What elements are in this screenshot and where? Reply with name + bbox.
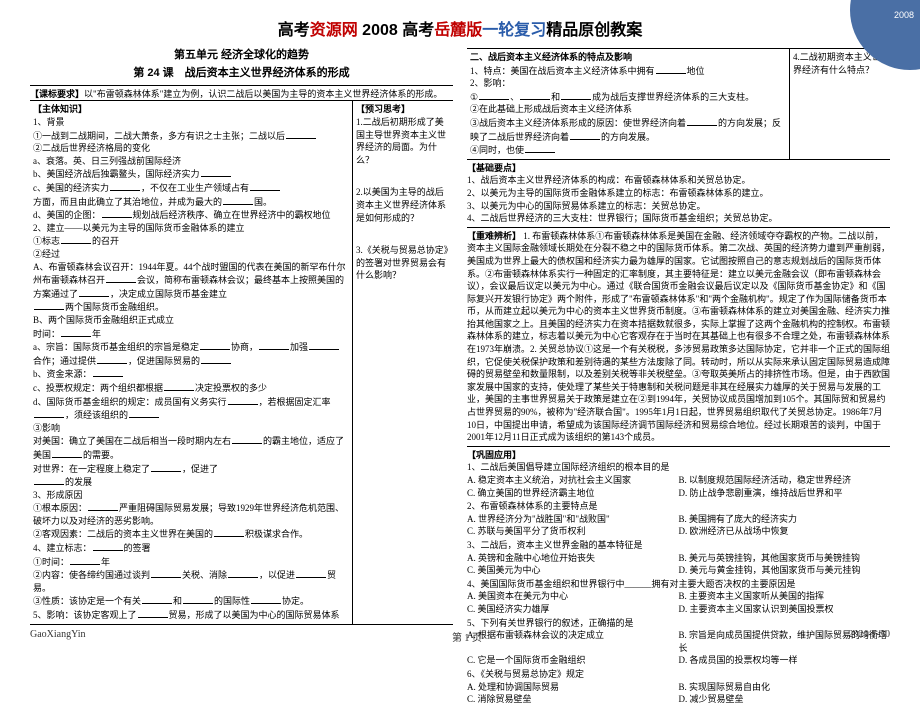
option: D. 主要资本主义国家认识到美国投票权 — [679, 603, 891, 616]
kebiao-text: 以"布雷顿森林体系"建立为例，认识二战后以美国为主导的资本主义世界经济体系的形成… — [84, 89, 442, 99]
option: A. 世界经济分为"战胜国"和"战败国" — [467, 513, 679, 526]
list-item: 2.以美国为主导的战后资本主义世界经济体系是如何形成的？ — [356, 186, 450, 224]
list-item: a、衰落。英、日三列强战前国际经济 — [33, 155, 349, 168]
list-item: b、资金来源： — [33, 367, 349, 381]
gonggu-label: 【巩固应用】 — [467, 450, 521, 460]
list-item: ③性质：该协定是一个有关和的国际性协定。 — [33, 594, 349, 608]
list-item: 1.二战后初期形成了美国主导世界资本主义世界经济的局面。为什么？ — [356, 116, 450, 166]
lesson-title: 第 24 课 战后资本主义世界经济体系的形成 — [30, 66, 453, 82]
option: B. 主要资本主义国家听从美国的指挥 — [679, 590, 891, 603]
option: D. 防止战争悲剧重演，维持战后世界和平 — [679, 487, 891, 500]
option: B. 以制度规范国际经济活动，稳定世界经济 — [679, 474, 891, 487]
option: D. 美元与黄金挂钩，其他国家货币与美元挂钩 — [679, 564, 891, 577]
option: D. 欧洲经济已从战场中恢复 — [679, 525, 891, 538]
list-item: 4、建立标志：的签署 — [33, 541, 349, 555]
option: B. 美国拥有了庞大的经济实力 — [679, 513, 891, 526]
left-page: 第五单元 经济全球化的趋势 第 24 课 战后资本主义世界经济体系的形成 【课标… — [30, 48, 453, 709]
s2-title: 二、战后资本主义经济体系的特点及影响 — [470, 51, 786, 64]
list-item: 方面，而且由此确立了其治地位，并成为最大的国。 — [33, 195, 349, 209]
option: A. 英镑和金融中心地位开始丧失 — [467, 552, 679, 565]
footer-center: 第 1 页 — [452, 629, 482, 644]
footer-right: 2024-7-30 — [848, 629, 890, 644]
option: A. 美国资本在美元为中心 — [467, 590, 679, 603]
list-item: ①、和成为战后支撑世界经济体系的三大支柱。 — [470, 90, 786, 104]
question: 4、美国国际货币基金组织和世界银行中______拥有对主要大题否决权的主要原因是… — [467, 578, 890, 616]
list-item: ④同时，也使 — [470, 143, 786, 157]
option: D. 减少贸易壁垒 — [679, 693, 891, 706]
list-item: a、宗旨：国际货币基金组织的宗旨是稳定协商，加强合作；通过提供，促进国际贸易的 — [33, 340, 349, 367]
jichu-label: 【基础要点】 — [467, 163, 521, 173]
corner-year: 2008 — [894, 10, 914, 20]
corner-badge: 2008 — [850, 0, 920, 70]
list-item: 1、背景 — [33, 116, 349, 129]
list-item: 3.《关税与贸易总协定》的签署对世界贸易会有什么影响？ — [356, 244, 450, 282]
list-item: ①一战到二战期间，二战大萧条，多方有识之士主张；二战以后 — [33, 129, 349, 143]
list-item: ②内容：使各缔约国通过谈判关税、消除，以促进贸易。 — [33, 568, 349, 594]
list-item: ①时间：年 — [33, 555, 349, 569]
list-item: 1、战后资本主义世界经济体系的构成：布雷顿森林体系和关贸总协定。 — [467, 174, 890, 187]
question: 3、二战后，资本主义世界金融的基本特征是A. 英镑和金融中心地位开始丧失B. 美… — [467, 539, 890, 577]
list-item: 对美国：确立了美国在二战后相当一段时期内左右的霸主地位，适应了美国的需要。 — [33, 434, 349, 461]
footer: GaoXiangYin 第 1 页 2024-7-30 — [0, 629, 920, 644]
list-item: 时间：年 — [33, 327, 349, 341]
option: C. 确立美国的世界经济霸主地位 — [467, 487, 679, 500]
list-item: ③影响 — [33, 422, 349, 435]
unit-title: 第五单元 经济全球化的趋势 — [30, 48, 453, 64]
zhongnan-text: 1. 布雷顿森林体系①布雷顿森林体系是美国在金融、经济领域夺夺霸权的产物。二战以… — [467, 231, 890, 443]
option: C. 苏联与美国平分了货币权利 — [467, 525, 679, 538]
option: B. 美元与英镑挂钩，其他国家货币与美镑挂钩 — [679, 552, 891, 565]
question: 2、布雷顿森林体系的主要特点是A. 世界经济分为"战胜国"和"战败国"B. 美国… — [467, 500, 890, 538]
kebiao-label: 【课标要求】 — [30, 89, 84, 99]
list-item: 的发展 — [33, 475, 349, 489]
option: C. 它是一个国际货币金融组织 — [467, 654, 679, 667]
option: A. 处理和协调国际贸易 — [467, 681, 679, 694]
zhuti-label: 【主体知识】 — [33, 104, 87, 114]
list-item: c、美国的经济实力，不仅在工业生产领域占有 — [33, 181, 349, 195]
list-item: ①标志的召开 — [33, 234, 349, 248]
list-item: d、美国的企图：规划战后经济秩序、确立在世界经济中的霸权地位 — [33, 208, 349, 222]
option: C. 美国经济实力雄厚 — [467, 603, 679, 616]
list-item: 两个国际货币金融组织。 — [33, 300, 349, 314]
list-item: 2、以美元为主导的国际货币金融体系建立的标志：布雷顿森林体系的建立。 — [467, 187, 890, 200]
list-item: c、投票权规定：两个组织都根据决定投票权的多少 — [33, 381, 349, 395]
footer-left: GaoXiangYin — [30, 629, 86, 644]
list-item: b、美国经济战后独霸鳌头，国际经济实力 — [33, 167, 349, 181]
list-item: ②二战后世界经济格局的变化 — [33, 142, 349, 155]
zhongnan-label: 【重难辨析】 — [467, 231, 521, 241]
list-item: ②经过 — [33, 248, 349, 261]
list-item: ②在此基础上形成战后资本主义经济体系 — [470, 103, 786, 116]
list-item: 1、特点：美国在战后资本主义经济体系中拥有地位 — [470, 64, 786, 78]
list-item: ②客观因素：二战后的资本主义世界在美国的积极谋求合作。 — [33, 527, 349, 541]
list-item: 对世界：在一定程度上稳定了，促进了 — [33, 462, 349, 476]
question: 1、二战后美国倡导建立国际经济组织的根本目的是A. 稳定资本主义统治，对抗社会主… — [467, 461, 890, 499]
list-item: B、两个国际货币金融组织正式成立 — [33, 314, 349, 327]
list-item: 4、二战后世界经济的三大支柱：世界银行；国际货币基金组织；关贸总协定。 — [467, 212, 890, 225]
right-page: 二、战后资本主义经济体系的特点及影响 1、特点：美国在战后资本主义经济体系中拥有… — [467, 48, 890, 709]
question: 6、《关税与贸易总协定》规定A. 处理和协调国际贸易B. 实现国际贸易自由化C.… — [467, 668, 890, 706]
option: C. 消除贸易壁垒 — [467, 693, 679, 706]
list-item: d、国际货币基金组织的规定：成员国有义务实行，若根据固定汇率，须经该组织的 — [33, 395, 349, 422]
list-item: 3、形成原因 — [33, 489, 349, 502]
option: B. 实现国际贸易自由化 — [679, 681, 891, 694]
option: C. 美国美元为中心 — [467, 564, 679, 577]
yuxi-label: 【预习思考】 — [356, 104, 410, 114]
list-item: A、布雷顿森林会议召开：1944年夏。44个战时盟国的代表在美国的新罕布什尔州布… — [33, 261, 349, 301]
page-title: 高考资源网 2008 高考岳麓版一轮复习精品原创教案 — [0, 0, 920, 48]
list-item: ③战后资本主义经济体系形成的原因：使世界经济向着的方向发展；反映了二战后世界经济… — [470, 116, 786, 143]
option: A. 稳定资本主义统治，对抗社会主义国家 — [467, 474, 679, 487]
list-item: 3、以美元为中心的国际贸易体系建立的标志：关贸总协定。 — [467, 200, 890, 213]
list-item: 5、影响：该协定客观上了贸易，形成了以美国为中心的国际贸易体系 — [33, 608, 349, 622]
list-item: ①根本原因：严重阻碍国际贸易发展；导致1929年世界经济危机范围、破坏力以及对经… — [33, 501, 349, 527]
list-item: 2、建立——以美元为主导的国际货币金融体系的建立 — [33, 222, 349, 235]
list-item: 2、影响： — [470, 77, 786, 90]
option: D. 各成员国的投票权均等一样 — [679, 654, 891, 667]
